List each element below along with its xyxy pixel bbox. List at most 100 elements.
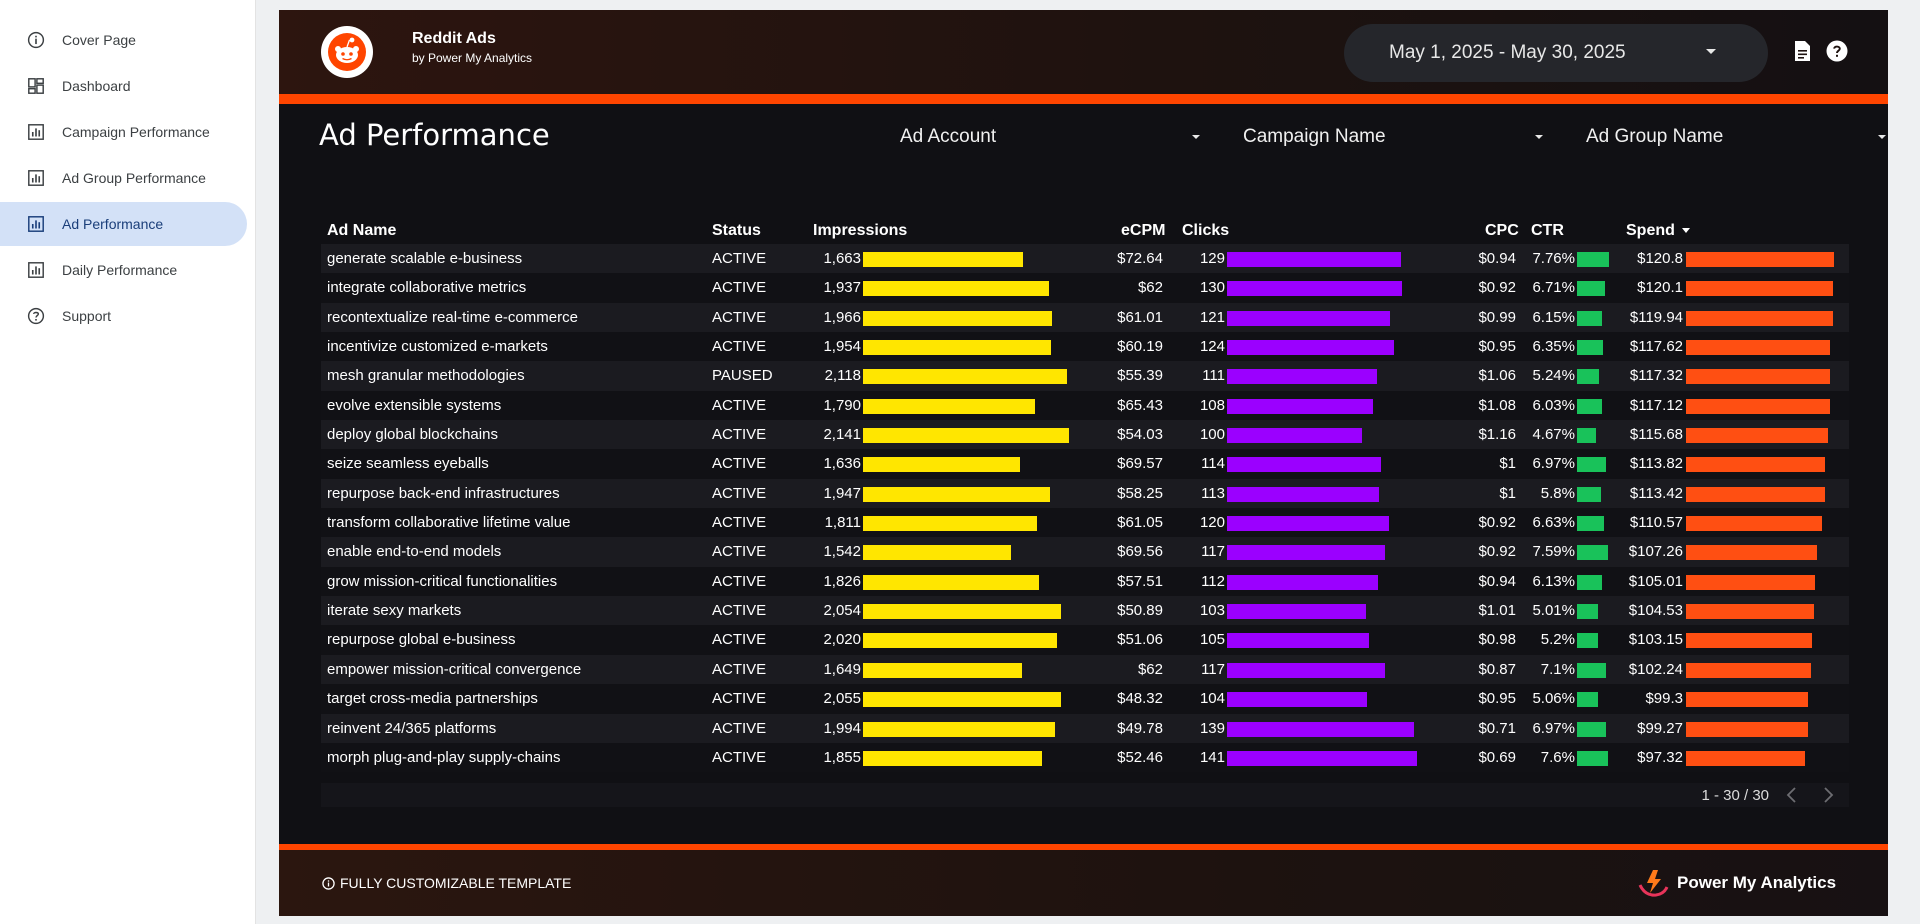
table-row[interactable]: reinvent 24/365 platforms ACTIVE 1,994 $49.…: [321, 713, 1849, 743]
ad-name-cell: seize seamless eyeballs: [327, 455, 489, 473]
status-cell: ACTIVE: [712, 455, 767, 473]
column-header-cpc[interactable]: CPC: [1485, 222, 1519, 239]
sidebar-item-ad-group-performance[interactable]: Ad Group Performance: [0, 156, 247, 200]
column-header-ecpm[interactable]: eCPM: [1121, 222, 1166, 239]
clicks-bar: [1227, 604, 1366, 620]
column-header-status[interactable]: Status: [712, 222, 761, 239]
impressions-cell: 1,649: [823, 660, 861, 678]
ad-account-filter[interactable]: Ad Account: [900, 120, 1200, 154]
status-cell: ACTIVE: [712, 631, 767, 649]
ad-name-cell: generate scalable e-business: [327, 250, 523, 267]
ecpm-cell: $50.89: [1117, 602, 1163, 620]
bolt-icon: [1638, 870, 1669, 897]
impressions-cell: 1,855: [823, 748, 861, 766]
spend-bar: [1686, 750, 1806, 766]
cpc-cell: $0.92: [1478, 514, 1516, 532]
ecpm-cell: $61.01: [1117, 308, 1163, 326]
ctr-cell: 6.71%: [1532, 279, 1575, 297]
column-header-spend[interactable]: Spend: [1626, 222, 1690, 240]
help-icon: [26, 306, 46, 326]
chevron-left-icon[interactable]: [1785, 786, 1799, 809]
status-cell: ACTIVE: [712, 426, 767, 444]
chevron-right-icon[interactable]: [1821, 786, 1835, 809]
table-row[interactable]: transform collaborative lifetime value AC…: [321, 508, 1849, 538]
ecpm-cell: $65.43: [1117, 396, 1163, 414]
table-row[interactable]: integrate collaborative metrics ACTIVE 1,9…: [321, 273, 1849, 303]
date-range-picker[interactable]: May 1, 2025 - May 30, 2025: [1344, 24, 1768, 82]
sidebar-item-label: Support: [62, 308, 112, 324]
table-row[interactable]: iterate sexy markets ACTIVE 2,054 $50.89 103…: [321, 596, 1849, 626]
cpc-cell: $1.16: [1478, 426, 1516, 444]
table-row[interactable]: morph plug-and-play supply-chains ACTIVE 1…: [321, 742, 1849, 773]
table-row[interactable]: repurpose global e-business ACTIVE 2,020 $5…: [321, 625, 1849, 655]
column-header-clicks[interactable]: Clicks: [1182, 222, 1230, 239]
table-row[interactable]: mesh granular methodologies PAUSED 2,118 $5…: [321, 361, 1849, 391]
impressions-cell: 1,542: [823, 543, 861, 561]
sidebar-item-support[interactable]: Support: [0, 294, 247, 338]
sidebar-item-label: Daily Performance: [62, 262, 178, 278]
impressions-bar: [863, 369, 1067, 385]
spend-bar: [1686, 428, 1828, 444]
impressions-cell: 2,118: [824, 367, 861, 385]
cpc-cell: $1.08: [1478, 396, 1516, 414]
spend-bar: [1686, 369, 1830, 385]
table-row[interactable]: evolve extensible systems ACTIVE 1,790 $65.…: [321, 390, 1849, 421]
sidebar-item-cover-page[interactable]: Cover Page: [0, 18, 247, 62]
spend-bar: [1686, 340, 1831, 356]
ctr-bar: [1577, 457, 1606, 473]
clicks-bar: [1227, 457, 1381, 473]
sidebar-item-campaign-performance[interactable]: Campaign Performance: [0, 110, 247, 154]
clicks-bar: [1227, 340, 1395, 356]
ctr-bar: [1577, 662, 1607, 678]
clicks-cell: 141: [1199, 748, 1225, 766]
table-row[interactable]: empower mission-critical convergence ACTI…: [321, 654, 1849, 685]
column-header-impressions[interactable]: Impressions: [813, 222, 908, 239]
clicks-cell: 108: [1199, 396, 1225, 414]
ecpm-cell: $58.25: [1117, 484, 1163, 502]
table-row[interactable]: target cross-media partnerships ACTIVE 2,0…: [321, 684, 1849, 714]
sidebar-item-daily-performance[interactable]: Daily Performance: [0, 248, 247, 292]
sidebar-item-dashboard[interactable]: Dashboard: [0, 64, 247, 108]
cpc-cell: $0.92: [1478, 543, 1516, 561]
clicks-cell: 113: [1201, 484, 1225, 502]
table-row[interactable]: incentivize customized e-markets ACTIVE 1,…: [321, 332, 1849, 362]
ctr-cell: 6.97%: [1532, 719, 1575, 737]
clicks-bar: [1227, 692, 1368, 708]
impressions-bar: [863, 310, 1053, 326]
clicks-bar: [1227, 750, 1417, 766]
table-row[interactable]: deploy global blockchains ACTIVE 2,141 $54.…: [321, 420, 1849, 450]
table-row[interactable]: generate scalable e-business ACTIVE 1,663 $…: [321, 244, 1849, 274]
spend-cell: $117.62: [1629, 338, 1683, 356]
sidebar-item-ad-performance[interactable]: Ad Performance: [0, 202, 247, 246]
cpc-cell: $1.06: [1478, 367, 1516, 385]
spend-bar: [1686, 633, 1813, 649]
clicks-cell: 114: [1201, 455, 1225, 473]
impressions-bar: [863, 574, 1039, 590]
sort-descending-icon: [1681, 228, 1690, 234]
spend-bar: [1686, 281, 1834, 297]
impressions-bar: [863, 281, 1050, 297]
document-icon[interactable]: [1793, 40, 1811, 67]
table-row[interactable]: repurpose back-end infrastructures ACTIVE…: [321, 478, 1849, 509]
status-cell: ACTIVE: [712, 279, 767, 297]
column-header-ctr[interactable]: CTR: [1531, 222, 1564, 239]
ad-performance-table: Ad Name Status Impressions eCPM Clicks C…: [321, 220, 1849, 773]
table-row[interactable]: grow mission-critical functionalities ACT…: [321, 566, 1849, 597]
report-icon: [26, 260, 46, 280]
cpc-cell: $1: [1499, 484, 1516, 502]
table-row[interactable]: recontextualize real-time e-commerce ACTI…: [321, 302, 1849, 333]
impressions-bar: [863, 340, 1051, 356]
clicks-bar: [1227, 721, 1415, 737]
table-row[interactable]: enable end-to-end models ACTIVE 1,542 $69.5…: [321, 537, 1849, 567]
ctr-bar: [1577, 281, 1605, 297]
ad-group-name-filter[interactable]: Ad Group Name: [1586, 120, 1886, 154]
ecpm-cell: $55.39: [1117, 367, 1163, 385]
impressions-bar: [863, 252, 1023, 267]
column-header-ad-name[interactable]: Ad Name: [327, 222, 397, 239]
help-icon[interactable]: [1826, 40, 1848, 67]
campaign-name-filter[interactable]: Campaign Name: [1243, 120, 1543, 154]
table-row[interactable]: seize seamless eyeballs ACTIVE 1,636 $69.57…: [321, 449, 1849, 479]
ctr-bar: [1577, 604, 1598, 620]
ad-name-cell: incentivize customized e-markets: [327, 338, 548, 356]
spend-bar: [1686, 721, 1808, 737]
